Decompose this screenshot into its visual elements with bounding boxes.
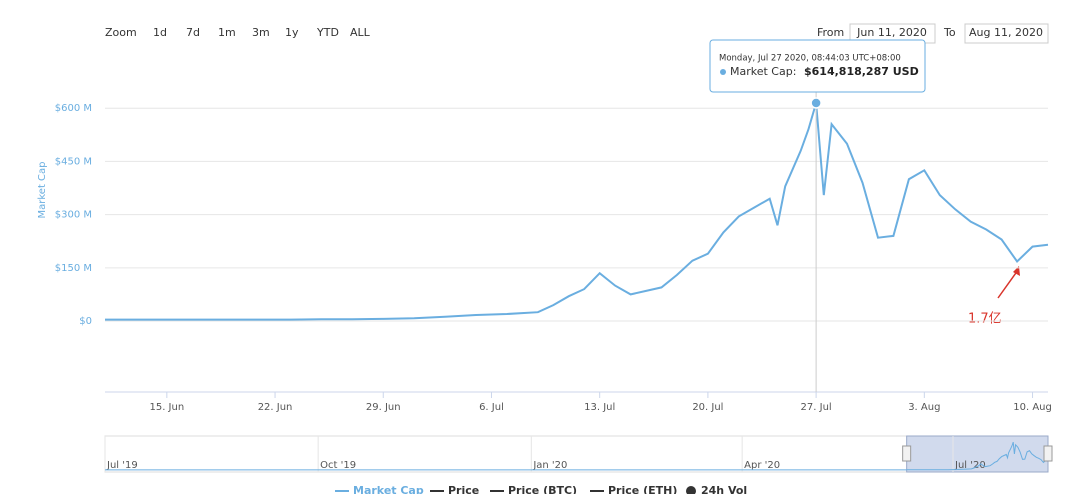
legend-label[interactable]: Price (ETH) — [608, 484, 677, 494]
x-tick-label: 10. Aug — [1013, 402, 1052, 413]
tooltip-box — [709, 39, 926, 93]
y-tick-label: $150 M — [55, 263, 92, 274]
tooltip-value: $614,818,287 USD — [804, 65, 919, 78]
navigator-label: Apr '20 — [744, 460, 780, 471]
legend-label[interactable]: Price — [448, 484, 479, 494]
zoom-button[interactable]: ALL — [350, 26, 371, 39]
tooltip-date: Monday, Jul 27 2020, 08:44:03 UTC+08:00 — [719, 54, 901, 64]
y-tick-label: $600 M — [55, 103, 92, 114]
legend-label[interactable]: Market Cap — [353, 484, 424, 494]
x-tick-label: 6. Jul — [479, 402, 504, 413]
y-axis-title: Market Cap — [37, 161, 48, 218]
x-tick-label: 3. Aug — [908, 402, 940, 413]
to-input[interactable] — [964, 23, 1049, 44]
zoom-button[interactable]: 1d — [153, 26, 167, 39]
x-tick-label: 22. Jun — [258, 402, 293, 413]
from-value[interactable]: Jun 11, 2020 — [856, 26, 927, 39]
from-label: From — [817, 26, 844, 39]
tooltip: Monday, Jul 27 2020, 08:44:03 UTC+08:00M… — [709, 39, 926, 93]
zoom-button[interactable]: 1m — [218, 26, 236, 39]
tooltip-label: Market Cap: — [730, 65, 796, 78]
annotation-arrow — [997, 269, 1019, 299]
legend-label[interactable]: 24h Vol — [701, 484, 747, 494]
x-tick-label: 20. Jul — [692, 402, 723, 413]
navigator-label: Jan '20 — [532, 460, 567, 471]
y-tick-label: $300 M — [55, 210, 92, 221]
x-tick-label: 27. Jul — [801, 402, 832, 413]
x-tick-label: 29. Jun — [366, 402, 401, 413]
legend-symbol — [686, 486, 696, 494]
tooltip-dot — [720, 69, 726, 75]
navigator-label: Oct '19 — [320, 460, 356, 471]
line-series — [105, 102, 1049, 321]
x-tick-label: 15. Jun — [149, 402, 184, 413]
annotation-arrowhead — [1013, 266, 1020, 276]
x-tick-label: 13. Jul — [584, 402, 615, 413]
annotation: 1.7亿 — [968, 312, 1002, 327]
zoom-button[interactable]: 3m — [252, 26, 270, 39]
navigator-series — [906, 441, 1049, 471]
navigator-label: Jul '20 — [954, 460, 986, 471]
to-label: To — [943, 26, 956, 39]
legend-label[interactable]: Price (BTC) — [508, 484, 577, 494]
zoom-button[interactable]: 1y — [285, 26, 299, 39]
to-value[interactable]: Aug 11, 2020 — [969, 26, 1043, 39]
y-tick-label: $450 M — [55, 156, 92, 167]
zoom-button[interactable]: 7d — [186, 26, 200, 39]
navigator-label: Jul '19 — [106, 460, 138, 471]
zoom-label: Zoom — [105, 26, 137, 39]
navigator-handle[interactable] — [902, 445, 912, 462]
navigator-handle[interactable] — [1043, 445, 1053, 462]
zoom-button[interactable]: YTD — [316, 26, 339, 39]
hover-marker — [810, 97, 822, 109]
y-tick-label: $0 — [79, 316, 92, 327]
